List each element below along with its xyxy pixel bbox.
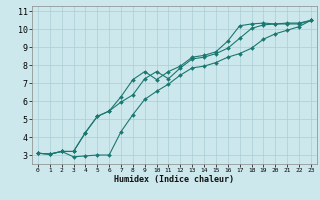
X-axis label: Humidex (Indice chaleur): Humidex (Indice chaleur) — [115, 175, 234, 184]
